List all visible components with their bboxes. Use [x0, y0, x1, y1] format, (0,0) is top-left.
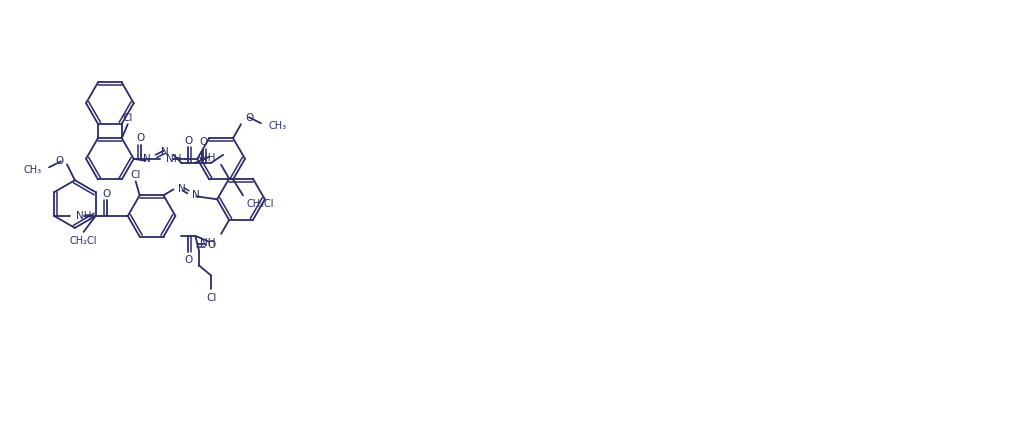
Text: N: N [178, 184, 186, 194]
Text: O: O [184, 254, 192, 264]
Text: O: O [207, 239, 215, 249]
Text: CH₂Cl: CH₂Cl [247, 199, 275, 209]
Text: N: N [143, 153, 150, 164]
Text: CH₃: CH₃ [269, 121, 287, 131]
Text: O: O [137, 132, 145, 143]
Text: Cl: Cl [206, 293, 216, 303]
Text: NH: NH [166, 153, 181, 164]
Text: NH: NH [200, 237, 215, 247]
Text: O: O [56, 156, 64, 166]
Text: CH₂Cl: CH₂Cl [70, 235, 98, 245]
Text: N: N [192, 190, 200, 200]
Text: N: N [161, 147, 169, 156]
Text: O: O [184, 135, 192, 146]
Text: O: O [103, 189, 111, 199]
Text: O: O [245, 113, 253, 123]
Text: CH₃: CH₃ [24, 165, 42, 175]
Text: NH: NH [76, 210, 92, 221]
Text: O: O [200, 137, 208, 147]
Text: Cl: Cl [131, 170, 141, 180]
Text: Cl: Cl [122, 113, 133, 123]
Text: NH: NH [200, 153, 215, 162]
